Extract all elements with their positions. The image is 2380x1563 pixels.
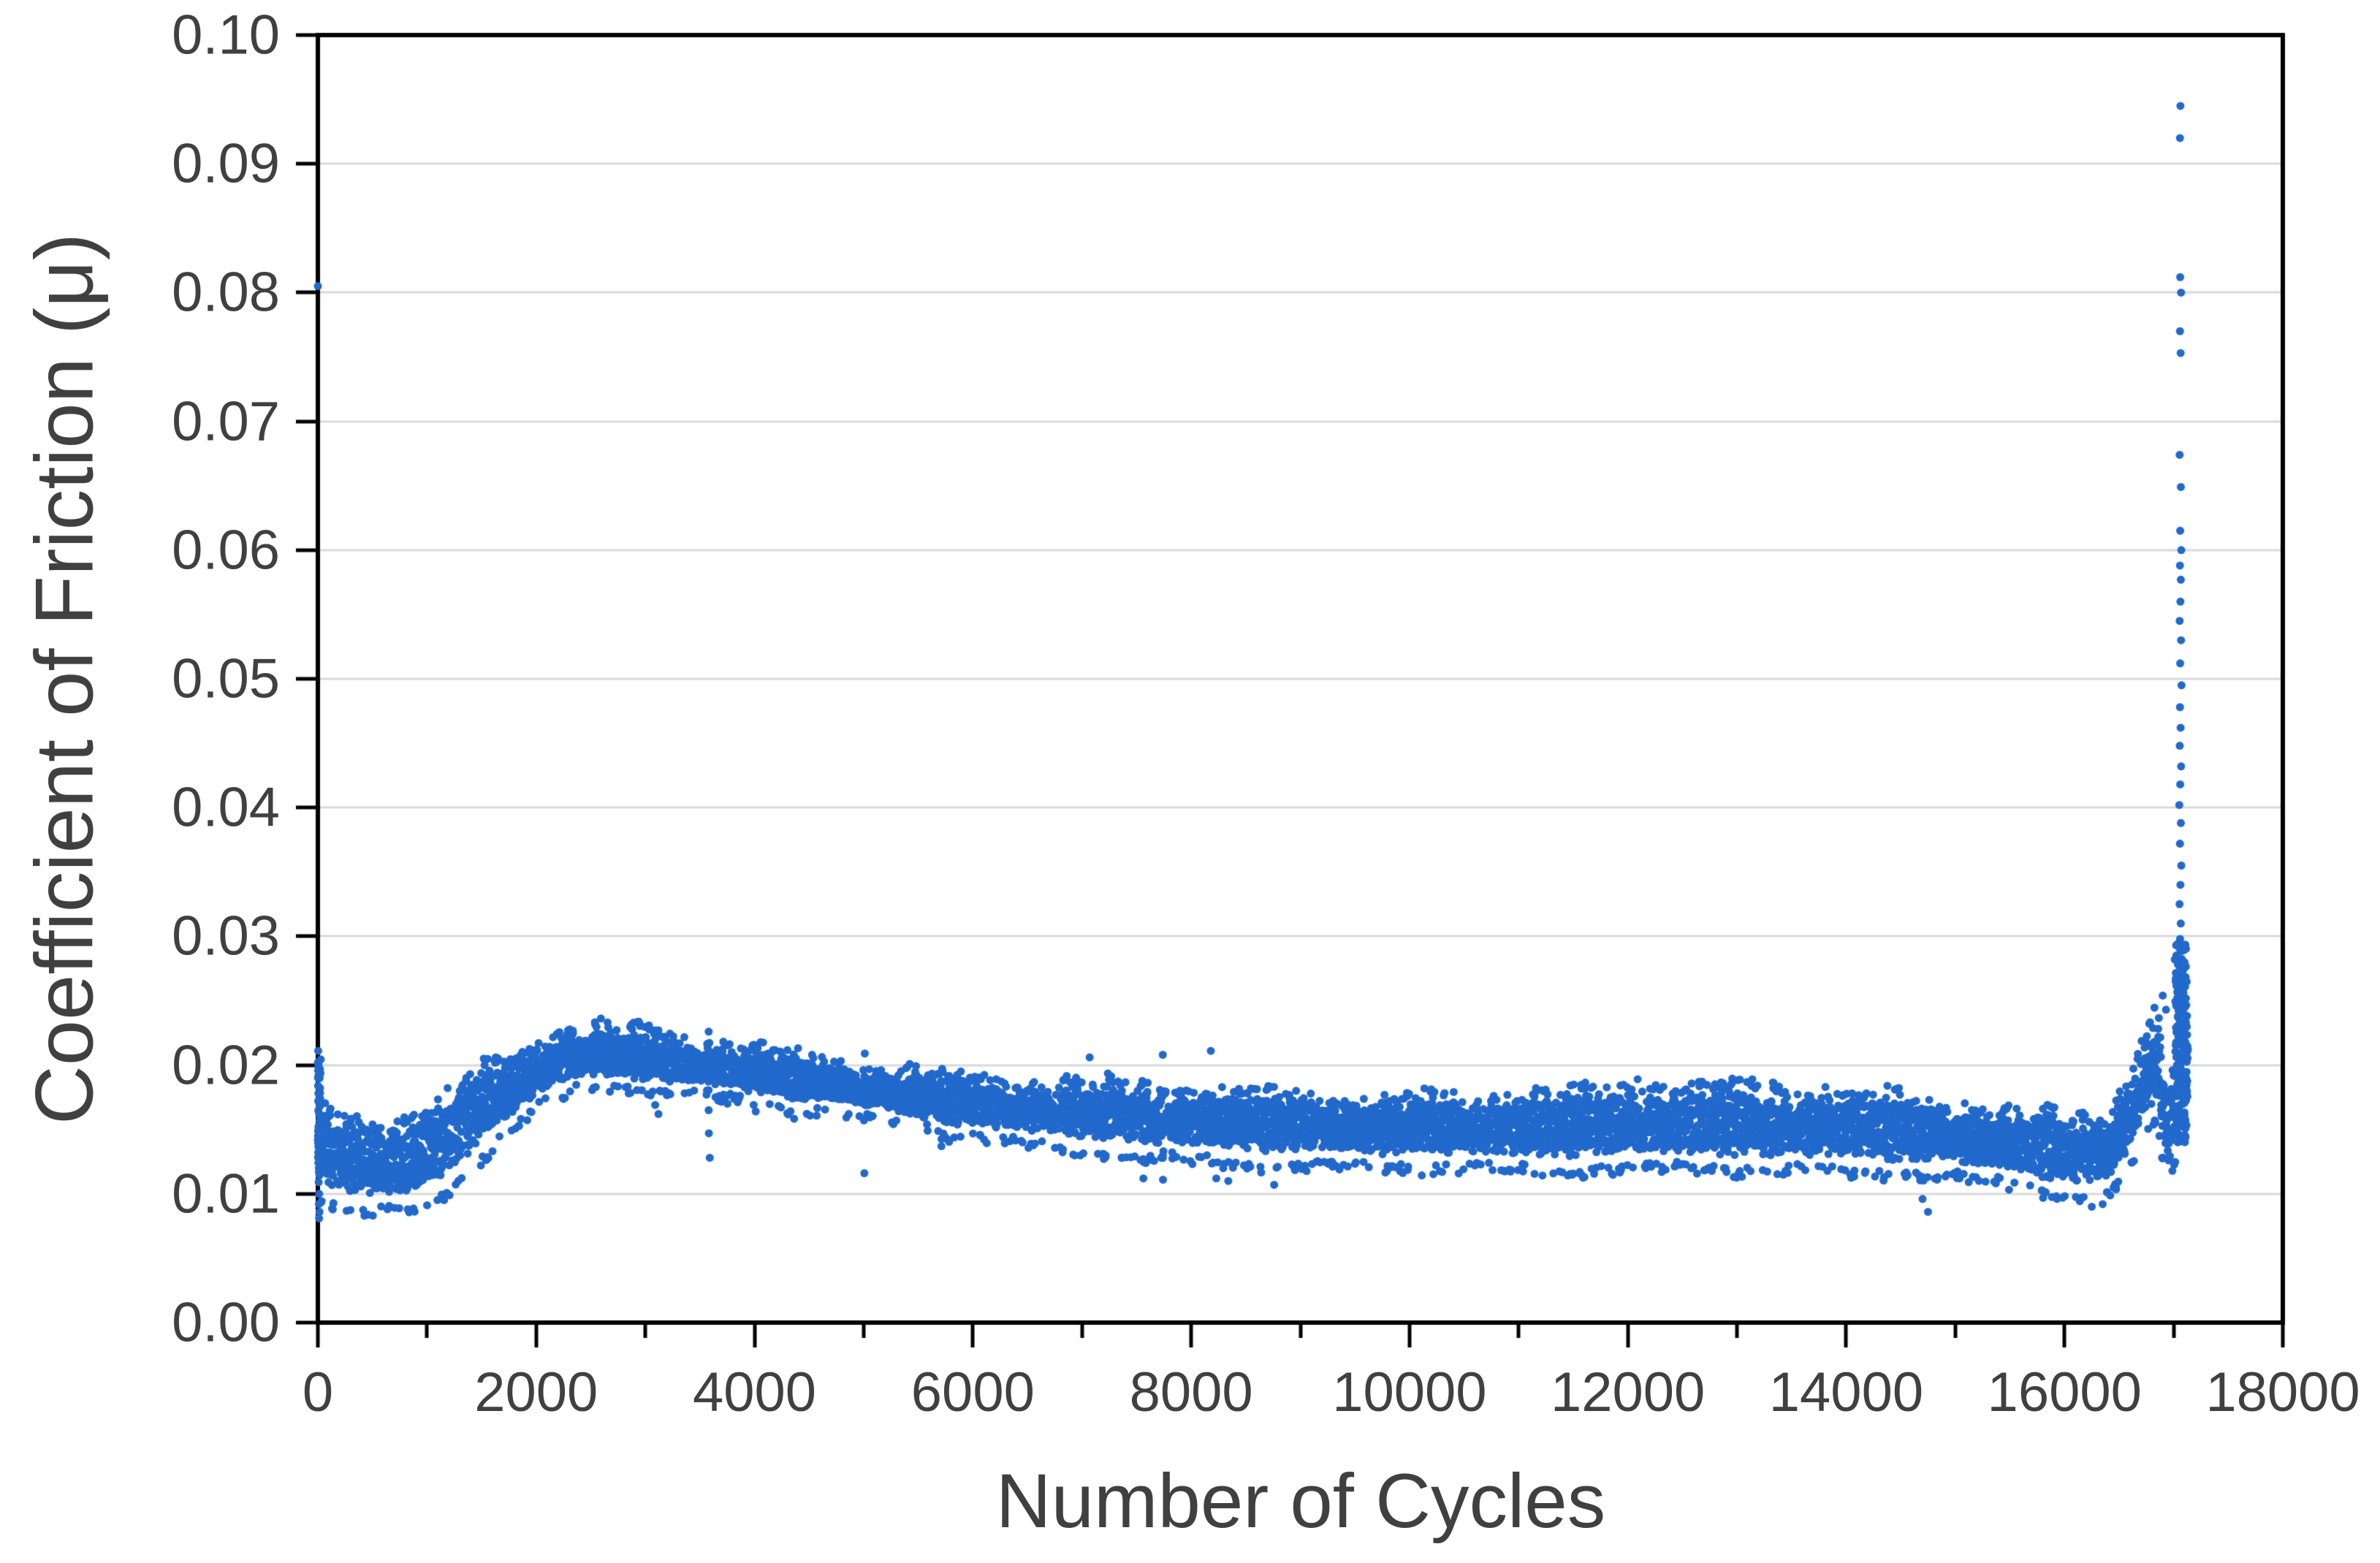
- y-tick-label: 0.01: [172, 1163, 280, 1225]
- y-tick-label: 0.09: [172, 132, 280, 195]
- x-tick-label: 14000: [1768, 1361, 1924, 1423]
- x-tick-label: 6000: [910, 1361, 1035, 1423]
- y-tick-label: 0.00: [172, 1291, 280, 1354]
- x-axis-title: Number of Cycles: [995, 1459, 1606, 1544]
- x-tick-label: 4000: [693, 1361, 817, 1423]
- y-axis-title: Coefficient of Friction (μ): [18, 232, 110, 1125]
- x-tick-label: 18000: [2205, 1361, 2360, 1423]
- y-tick-label: 0.05: [172, 647, 280, 710]
- y-tick-label: 0.07: [172, 390, 280, 453]
- y-tick-label: 0.10: [172, 4, 280, 66]
- x-tick-label: 2000: [474, 1361, 598, 1423]
- y-tick-label: 0.03: [172, 905, 280, 967]
- y-tick-label: 0.02: [172, 1034, 280, 1097]
- y-tick-label: 0.06: [172, 519, 280, 582]
- x-tick-label: 0: [302, 1361, 334, 1423]
- x-tick-label: 10000: [1332, 1361, 1487, 1423]
- x-tick-label: 12000: [1550, 1361, 1706, 1423]
- x-tick-label: 8000: [1129, 1361, 1253, 1423]
- y-tick-label: 0.08: [172, 261, 280, 324]
- x-tick-label: 16000: [1987, 1361, 2142, 1423]
- y-tick-label: 0.04: [172, 776, 280, 839]
